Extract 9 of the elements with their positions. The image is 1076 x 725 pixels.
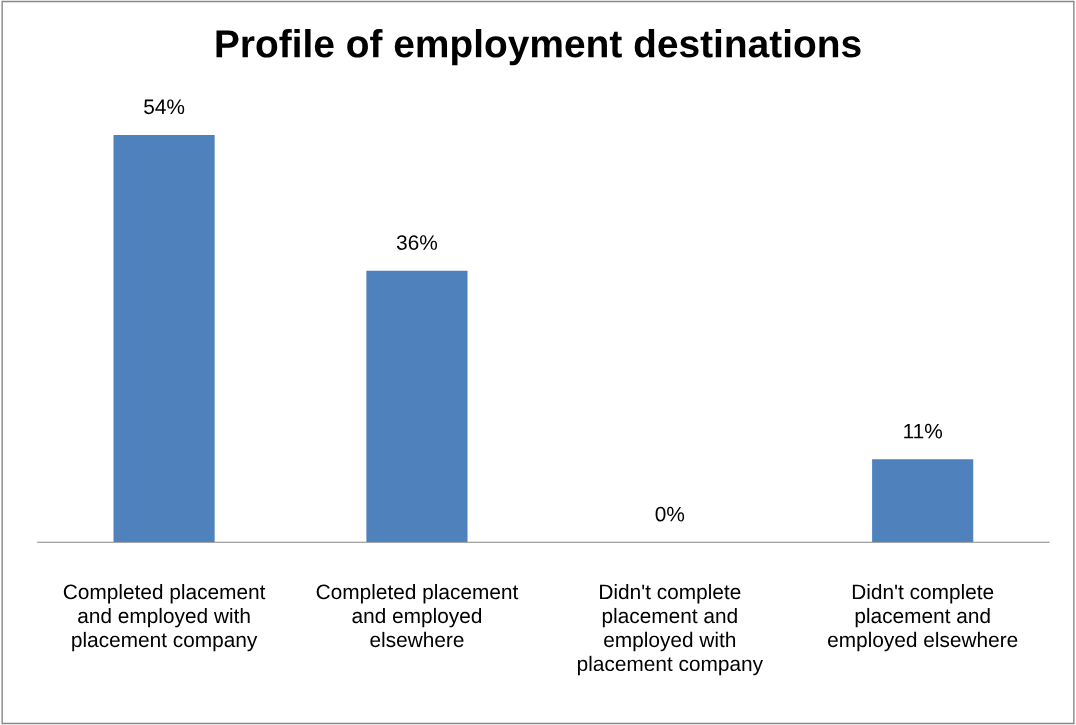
data-label: 0%: [655, 506, 685, 522]
data-label: 11%: [904, 423, 943, 439]
chart-title: Profile of employment destinations: [216, 29, 861, 66]
x-tick-label: Completed placement and employed elsewhere: [316, 583, 519, 648]
data-label: 54%: [144, 99, 185, 115]
x-tick-label: Completed placement and employed with placement company: [63, 583, 266, 652]
x-tick-label: Didn't complete placement and employed with placement company: [577, 583, 763, 676]
x-tick-label: Didn't complete placement and employed elsewhere: [828, 583, 1018, 652]
data-label: 36%: [396, 235, 438, 250]
